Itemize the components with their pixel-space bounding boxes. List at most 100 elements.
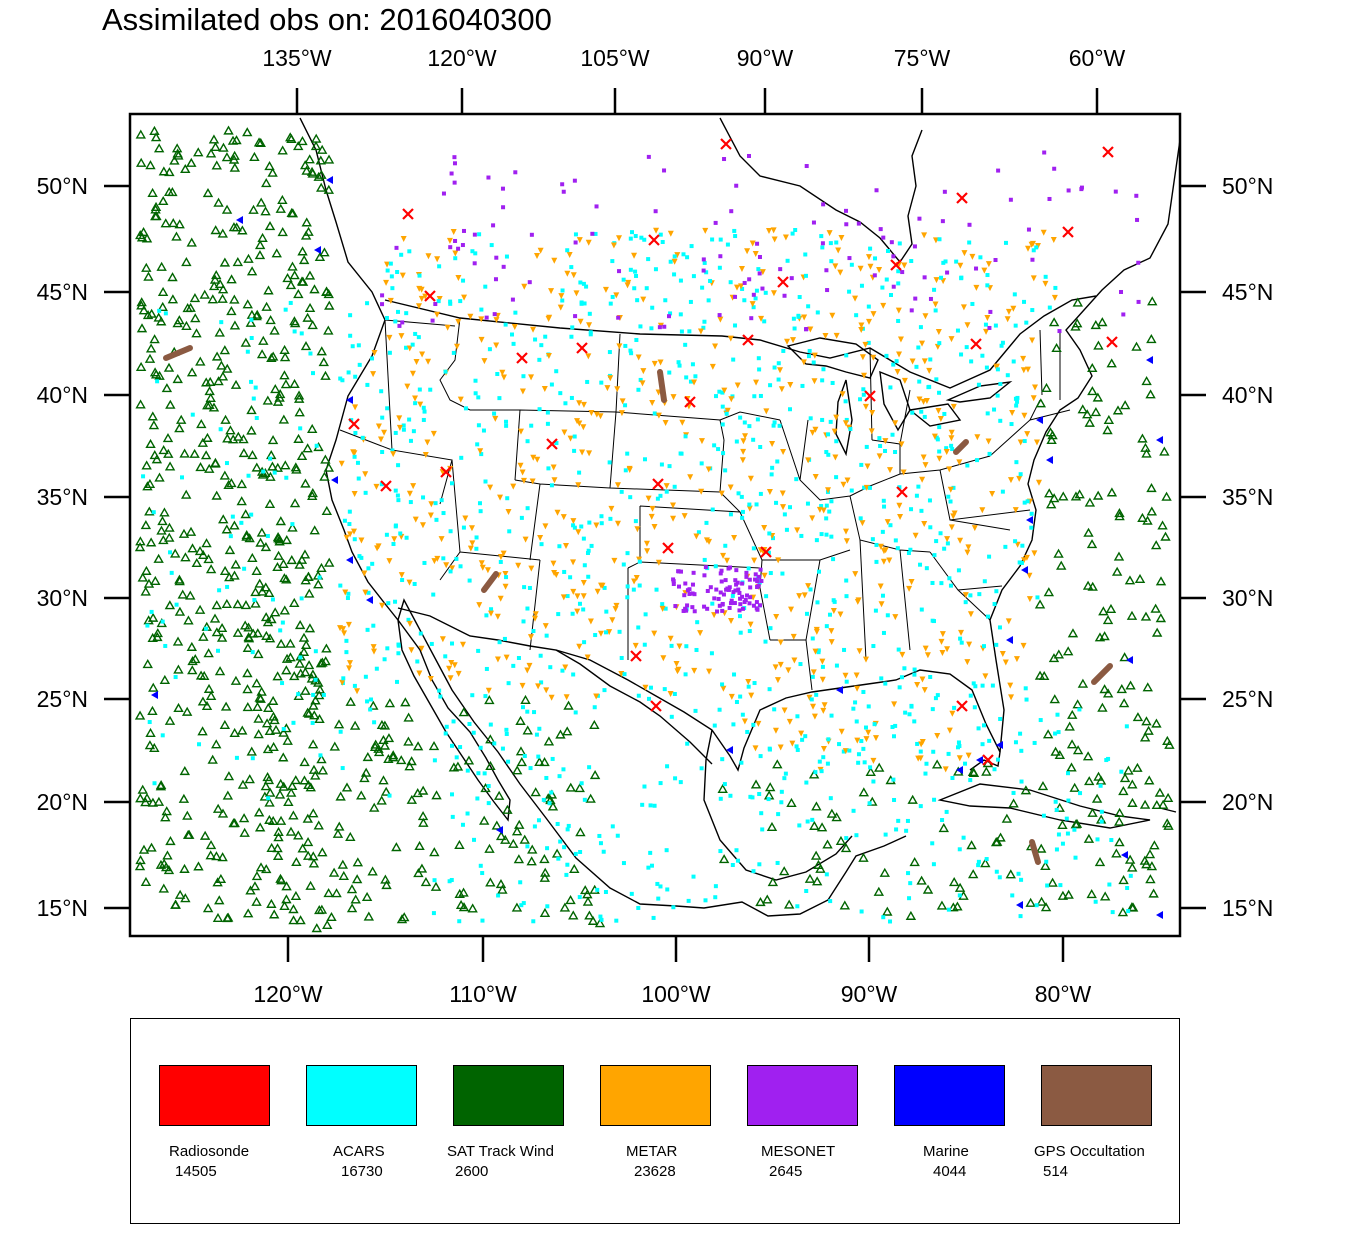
sat-track-wind-marker	[559, 902, 571, 912]
acars-marker	[448, 569, 453, 574]
mesonet-marker	[735, 580, 740, 585]
acars-marker	[935, 693, 940, 698]
sat-track-wind-marker	[151, 211, 162, 221]
sat-track-wind-marker	[147, 612, 159, 622]
metar-marker	[350, 528, 357, 535]
acars-marker	[1053, 285, 1058, 290]
acars-marker	[646, 696, 651, 701]
radiosonde-marker	[402, 208, 414, 220]
sat-track-wind-marker	[267, 351, 279, 361]
sat-track-wind-marker	[172, 636, 184, 646]
mesonet-marker	[452, 155, 457, 160]
sat-track-wind-marker	[257, 586, 268, 596]
acars-marker	[679, 329, 684, 334]
sat-track-wind-marker	[1151, 627, 1163, 637]
metar-marker	[967, 611, 974, 618]
sat-track-wind-marker	[303, 708, 315, 718]
acars-marker	[980, 683, 985, 688]
metar-marker	[625, 279, 632, 286]
metar-marker	[648, 513, 655, 520]
acars-marker	[242, 566, 247, 571]
acars-marker	[399, 252, 404, 257]
sat-track-wind-marker	[182, 810, 193, 820]
metar-marker	[593, 411, 600, 418]
metar-marker	[659, 605, 666, 612]
metar-marker	[444, 324, 451, 331]
sat-track-wind-marker	[808, 769, 820, 779]
acars-marker	[751, 305, 756, 310]
sat-track-wind-marker	[373, 747, 385, 757]
acars-marker	[803, 252, 808, 257]
acars-marker	[578, 280, 583, 285]
sat-track-wind-marker	[226, 274, 237, 284]
acars-marker	[849, 262, 854, 267]
acars-marker	[932, 797, 937, 802]
acars-marker	[1099, 809, 1104, 814]
marine-marker	[956, 766, 963, 774]
mesonet-marker	[1136, 299, 1141, 304]
acars-marker	[536, 754, 541, 759]
acars-marker	[649, 863, 654, 868]
acars-marker	[1045, 883, 1050, 888]
metar-marker	[419, 351, 426, 358]
sat-track-wind-marker	[936, 900, 948, 910]
sat-track-wind-marker	[1159, 446, 1170, 456]
sat-track-wind-marker	[175, 414, 187, 424]
acars-marker	[834, 475, 839, 480]
sat-track-wind-marker	[294, 658, 305, 668]
metar-marker	[657, 359, 664, 366]
metar-marker	[370, 644, 377, 651]
acars-marker	[1124, 724, 1129, 729]
sat-track-wind-marker	[1070, 491, 1082, 501]
acars-marker	[861, 392, 866, 397]
acars-marker	[722, 782, 727, 787]
acars-marker	[407, 249, 412, 254]
metar-marker	[933, 277, 940, 284]
sat-track-wind-marker	[334, 821, 345, 831]
sat-track-wind-marker	[203, 648, 214, 658]
sat-track-wind-marker	[1157, 799, 1169, 809]
sat-track-wind-marker	[180, 163, 191, 174]
acars-marker	[934, 539, 939, 544]
acars-marker	[977, 592, 982, 597]
metar-marker	[728, 396, 735, 403]
sat-track-wind-marker	[1050, 746, 1061, 756]
sat-track-wind-marker	[858, 787, 870, 797]
acars-marker	[450, 792, 455, 797]
acars-marker	[731, 722, 736, 727]
acars-marker	[450, 481, 455, 486]
mesonet-marker	[683, 606, 688, 611]
sat-track-wind-marker	[1125, 680, 1136, 690]
acars-marker	[939, 275, 944, 280]
sat-track-wind-marker	[213, 376, 224, 386]
radiosonde-marker	[982, 754, 994, 766]
sat-track-wind-marker	[134, 542, 146, 552]
metar-marker	[452, 250, 459, 257]
sat-track-wind-marker	[204, 386, 215, 396]
sat-track-wind-marker	[309, 525, 320, 535]
metar-marker	[773, 614, 780, 621]
sat-track-wind-marker	[282, 272, 293, 283]
acars-marker	[848, 427, 853, 432]
metar-marker	[944, 646, 951, 653]
acars-marker	[763, 290, 768, 295]
sat-track-wind-marker	[1132, 762, 1143, 772]
acars-marker	[893, 538, 898, 543]
metar-marker	[406, 490, 413, 497]
mesonet-marker	[718, 590, 723, 595]
sat-track-wind-marker	[134, 710, 146, 720]
acars-marker	[980, 742, 985, 747]
sat-track-wind-marker	[153, 553, 164, 563]
acars-marker	[785, 258, 790, 263]
sat-track-wind-marker	[135, 129, 146, 139]
acars-marker	[1066, 798, 1071, 803]
acars-marker	[395, 493, 400, 498]
acars-marker	[883, 448, 888, 453]
sat-track-wind-marker	[248, 628, 259, 638]
mesonet-marker	[616, 315, 621, 320]
sat-track-wind-marker	[266, 842, 277, 852]
acars-marker	[939, 581, 944, 586]
mesonet-marker	[653, 209, 658, 214]
sat-track-wind-marker	[149, 125, 160, 135]
sat-track-wind-marker	[362, 751, 374, 762]
